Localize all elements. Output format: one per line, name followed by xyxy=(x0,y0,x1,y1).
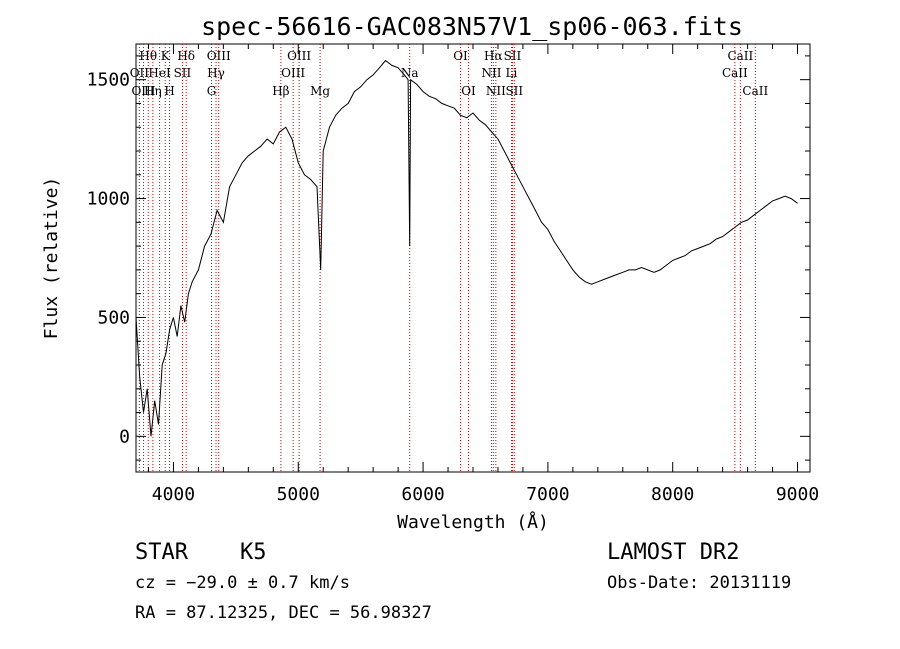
line-marker-label: Hγ xyxy=(207,66,225,80)
object-class: STAR xyxy=(135,540,188,565)
line-marker-label: CaII xyxy=(727,49,753,63)
y-axis: 0 500 1000 1500 xyxy=(87,55,810,461)
line-marker-label: Hα xyxy=(484,49,503,63)
velocity-readout: cz = −29.0 ± 0.7 km/s xyxy=(135,573,350,593)
line-marker-label: HeI xyxy=(148,66,171,80)
coordinates-readout: RA = 87.12325, DEC = 56.98327 xyxy=(135,603,432,623)
chart-title: spec-56616-GAC083N57V1_sp06-063.fits xyxy=(201,12,743,41)
line-marker-label: G xyxy=(207,84,217,98)
line-marker-label: Hθ xyxy=(139,49,157,63)
y-axis-label: Flux (relative) xyxy=(41,177,62,340)
line-marker-label: Mg xyxy=(310,84,330,98)
x-tick-label: 7000 xyxy=(526,484,569,505)
line-marker-label: K xyxy=(161,49,171,63)
x-tick-label: 4000 xyxy=(152,484,195,505)
line-marker-label: Na xyxy=(401,66,419,80)
plot-frame xyxy=(135,43,811,473)
line-marker-label: NII xyxy=(481,66,501,80)
line-marker-label: OII xyxy=(130,66,150,80)
line-marker-label: Hδ xyxy=(177,49,195,63)
line-marker-label: Hβ xyxy=(272,84,289,98)
x-tick-label: 5000 xyxy=(277,484,320,505)
x-tick-label: 8000 xyxy=(651,484,694,505)
line-marker-label: OIII xyxy=(287,49,311,63)
x-axis-label: Wavelength (Å) xyxy=(397,511,549,533)
line-marker-label: Li xyxy=(506,66,518,80)
line-marker-label: CaII xyxy=(722,66,748,80)
line-marker-group xyxy=(138,44,756,472)
line-marker-label: NII xyxy=(486,84,506,98)
line-marker-label: OIII xyxy=(281,66,305,80)
y-tick-label: 0 xyxy=(119,426,130,447)
y-tick-label: 1500 xyxy=(87,70,130,91)
observation-date: Obs-Date: 20131119 xyxy=(607,573,792,593)
object-subclass: K5 xyxy=(240,540,267,565)
line-marker-label: SII xyxy=(504,49,522,63)
x-tick-label: 9000 xyxy=(776,484,819,505)
line-marker-label: CaII xyxy=(742,84,768,98)
line-marker-label: OI xyxy=(453,49,468,63)
line-marker-label: OI xyxy=(461,84,476,98)
line-marker-label: OIII xyxy=(131,84,155,98)
spectrum-line xyxy=(135,59,798,437)
line-marker-label: SII xyxy=(174,66,192,80)
line-marker-label: OIII xyxy=(207,49,231,63)
line-marker-label: H xyxy=(164,84,174,98)
x-tick-label: 6000 xyxy=(401,484,444,505)
y-tick-label: 1000 xyxy=(87,189,130,210)
line-marker-label: SII xyxy=(505,84,523,98)
x-axis: 4000 5000 6000 7000 8000 9000 xyxy=(147,44,819,505)
line-marker-label: Hη xyxy=(144,84,162,98)
y-tick-label: 500 xyxy=(97,307,130,328)
survey-name: LAMOST DR2 xyxy=(607,540,740,565)
